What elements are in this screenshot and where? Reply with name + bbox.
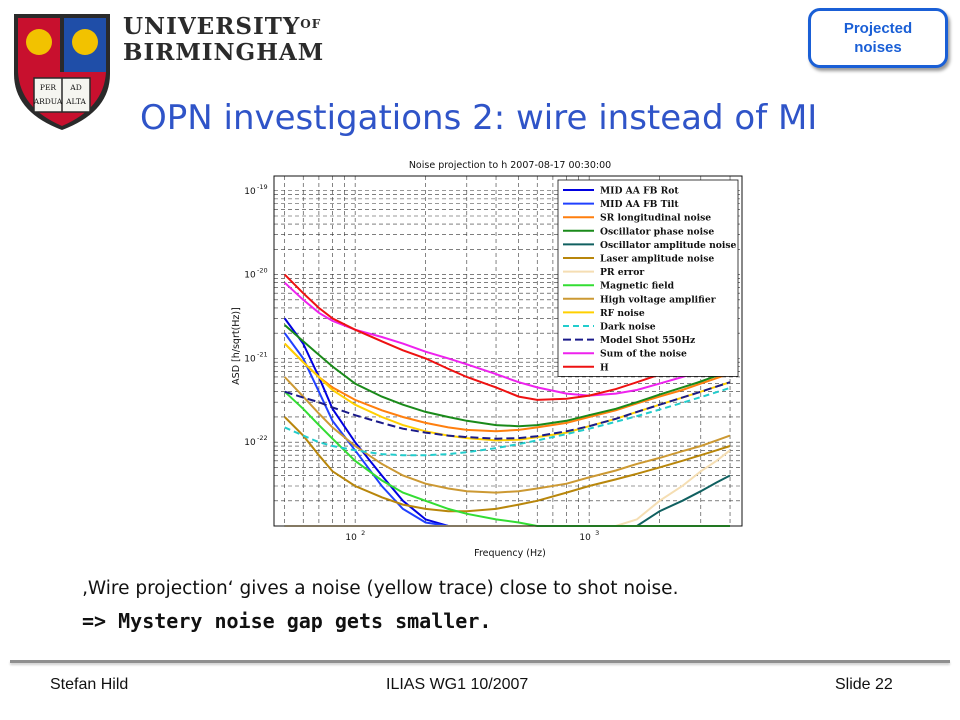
text-line-mystery-noise: => Mystery noise gap gets smaller. (82, 609, 492, 633)
x-tick-label: 10 (579, 533, 591, 543)
x-tick-exponent: 2 (361, 529, 365, 537)
legend-label: SR longitudinal noise (600, 213, 711, 224)
university-line1: UNIVERSITY (123, 13, 301, 40)
series-line-12 (284, 281, 731, 397)
crest-text: ALTA (65, 97, 86, 106)
chart-svg: Noise projection to h 2007-08-17 00:30:0… (231, 160, 743, 559)
legend-label: MID AA FB Rot (600, 186, 679, 197)
badge-line1: Projected (843, 20, 913, 37)
y-tick-label: 10 (244, 354, 256, 364)
series-line-10 (284, 386, 731, 457)
legend-label: Oscillator amplitude noise (600, 240, 737, 251)
legend-label: H (600, 362, 609, 373)
university-crest-logo: PER AD ARDUA ALTA (14, 14, 110, 130)
x-tick-exponent: 3 (595, 529, 599, 537)
y-tick-exponent: -22 (257, 434, 268, 442)
crest-text: ARDUA (33, 97, 63, 106)
noise-projection-chart: Noise projection to h 2007-08-17 00:30:0… (228, 156, 748, 564)
crest-text: PER (40, 83, 57, 92)
slide-title: OPN investigations 2: wire instead of MI (140, 98, 818, 138)
y-tick-label: 10 (244, 187, 256, 197)
projected-noises-badge: Projected noises (808, 8, 948, 68)
chart-ylabel: ASD [h/sqrt(Hz)] (231, 307, 242, 385)
legend-label: Model Shot 550Hz (600, 335, 695, 346)
footer-divider (10, 660, 950, 663)
y-tick-label: 10 (244, 271, 256, 281)
y-tick-exponent: -19 (257, 183, 268, 191)
chart-title: Noise projection to h 2007-08-17 00:30:0… (409, 160, 611, 171)
legend-box (557, 179, 739, 377)
y-tick-exponent: -20 (257, 267, 268, 275)
university-name: UNIVERSITYOF BIRMINGHAM (123, 14, 324, 66)
legend-label: MID AA FB Tilt (600, 199, 679, 210)
legend-label: Sum of the noise (600, 349, 687, 360)
legend-label: RF noise (600, 308, 645, 319)
legend-label: High voltage amplifier (600, 294, 716, 305)
series-line-11 (284, 381, 731, 440)
plot-frame (273, 175, 743, 527)
chart-xlabel: Frequency (Hz) (474, 548, 546, 559)
y-tick-exponent: -21 (257, 350, 268, 358)
legend-label: Dark noise (600, 322, 656, 333)
series-line-2 (283, 342, 731, 433)
series-line-3 (284, 324, 731, 428)
badge-line2: noises (854, 39, 902, 56)
legend-label: Oscillator phase noise (600, 226, 714, 237)
series-line-8 (283, 376, 731, 494)
footer-slide-number: Slide 22 (835, 676, 893, 693)
legend-label: Magnetic field (600, 281, 675, 292)
footer-author: Stefan Hild (50, 676, 129, 693)
crest-text: AD (69, 83, 81, 92)
footer-event: ILIAS WG1 10/2007 (386, 676, 529, 693)
series-line-5 (283, 416, 731, 513)
university-line2: BIRMINGHAM (123, 39, 325, 66)
university-of: OF (300, 17, 322, 31)
x-tick-label: 10 (345, 533, 357, 543)
legend-label: PR error (600, 267, 644, 278)
y-tick-label: 10 (244, 438, 256, 448)
legend-label: Laser amplitude noise (600, 254, 714, 265)
text-line-wire-projection: ‚Wire projection‘ gives a noise (yellow … (82, 578, 679, 599)
